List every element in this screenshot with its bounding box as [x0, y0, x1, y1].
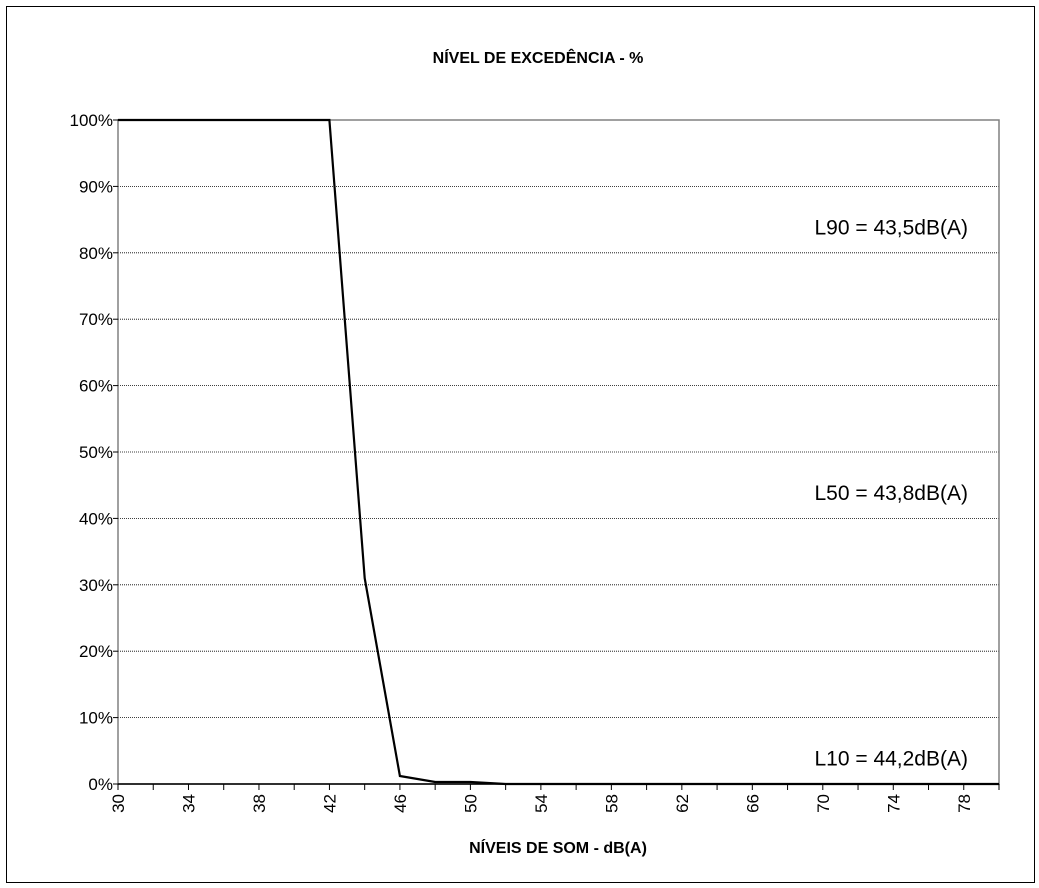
x-tick-label: 50 — [461, 794, 480, 813]
y-tick-label: 90% — [79, 177, 113, 196]
x-tick-label: 66 — [743, 794, 762, 813]
tick-marks — [113, 119, 1000, 790]
y-tick-label: 10% — [79, 709, 113, 728]
grid-lines — [118, 185, 999, 718]
x-tick-label: 78 — [955, 794, 974, 813]
y-tick-label: 50% — [79, 443, 113, 462]
y-tick-label: 100% — [70, 111, 113, 130]
x-tick-label: 34 — [179, 794, 198, 813]
chart-frame — [6, 6, 1035, 883]
y-tick-label: 70% — [79, 310, 113, 329]
x-axis-title: NÍVEIS DE SOM - dB(A) — [469, 838, 647, 857]
percentile-annotation: L90 = 43,5dB(A) — [814, 216, 968, 239]
x-tick-labels: 30 34 38 42 46 50 54 58 62 66 70 74 78 — [109, 794, 974, 813]
y-tick-labels: 0% 10% 20% 30% 40% 50% 60% 70% 80% 90% 100% — [70, 111, 113, 794]
y-tick-label: 0% — [88, 775, 113, 794]
percentile-annotation: L50 = 43,8dB(A) — [814, 482, 968, 505]
x-tick-label: 30 — [109, 794, 128, 813]
x-tick-label: 74 — [884, 794, 903, 813]
x-tick-label: 62 — [673, 794, 692, 813]
y-tick-label: 60% — [79, 377, 113, 396]
y-tick-label: 80% — [79, 244, 113, 263]
x-tick-label: 38 — [250, 794, 269, 813]
annotations: L90 = 43,5dB(A) L50 = 43,8dB(A) L10 = 44,2… — [814, 216, 968, 770]
y-tick-label: 20% — [79, 642, 113, 661]
percentile-annotation: L10 = 44,2dB(A) — [814, 748, 968, 771]
y-tick-label: 30% — [79, 576, 113, 595]
x-tick-label: 42 — [320, 794, 339, 813]
chart-title: NÍVEL DE EXCEDÊNCIA - % — [433, 48, 644, 67]
y-tick-label: 40% — [79, 509, 113, 528]
x-tick-label: 58 — [602, 794, 621, 813]
x-tick-label: 70 — [814, 794, 833, 813]
x-tick-label: 54 — [532, 794, 551, 813]
x-tick-label: 46 — [391, 794, 410, 813]
